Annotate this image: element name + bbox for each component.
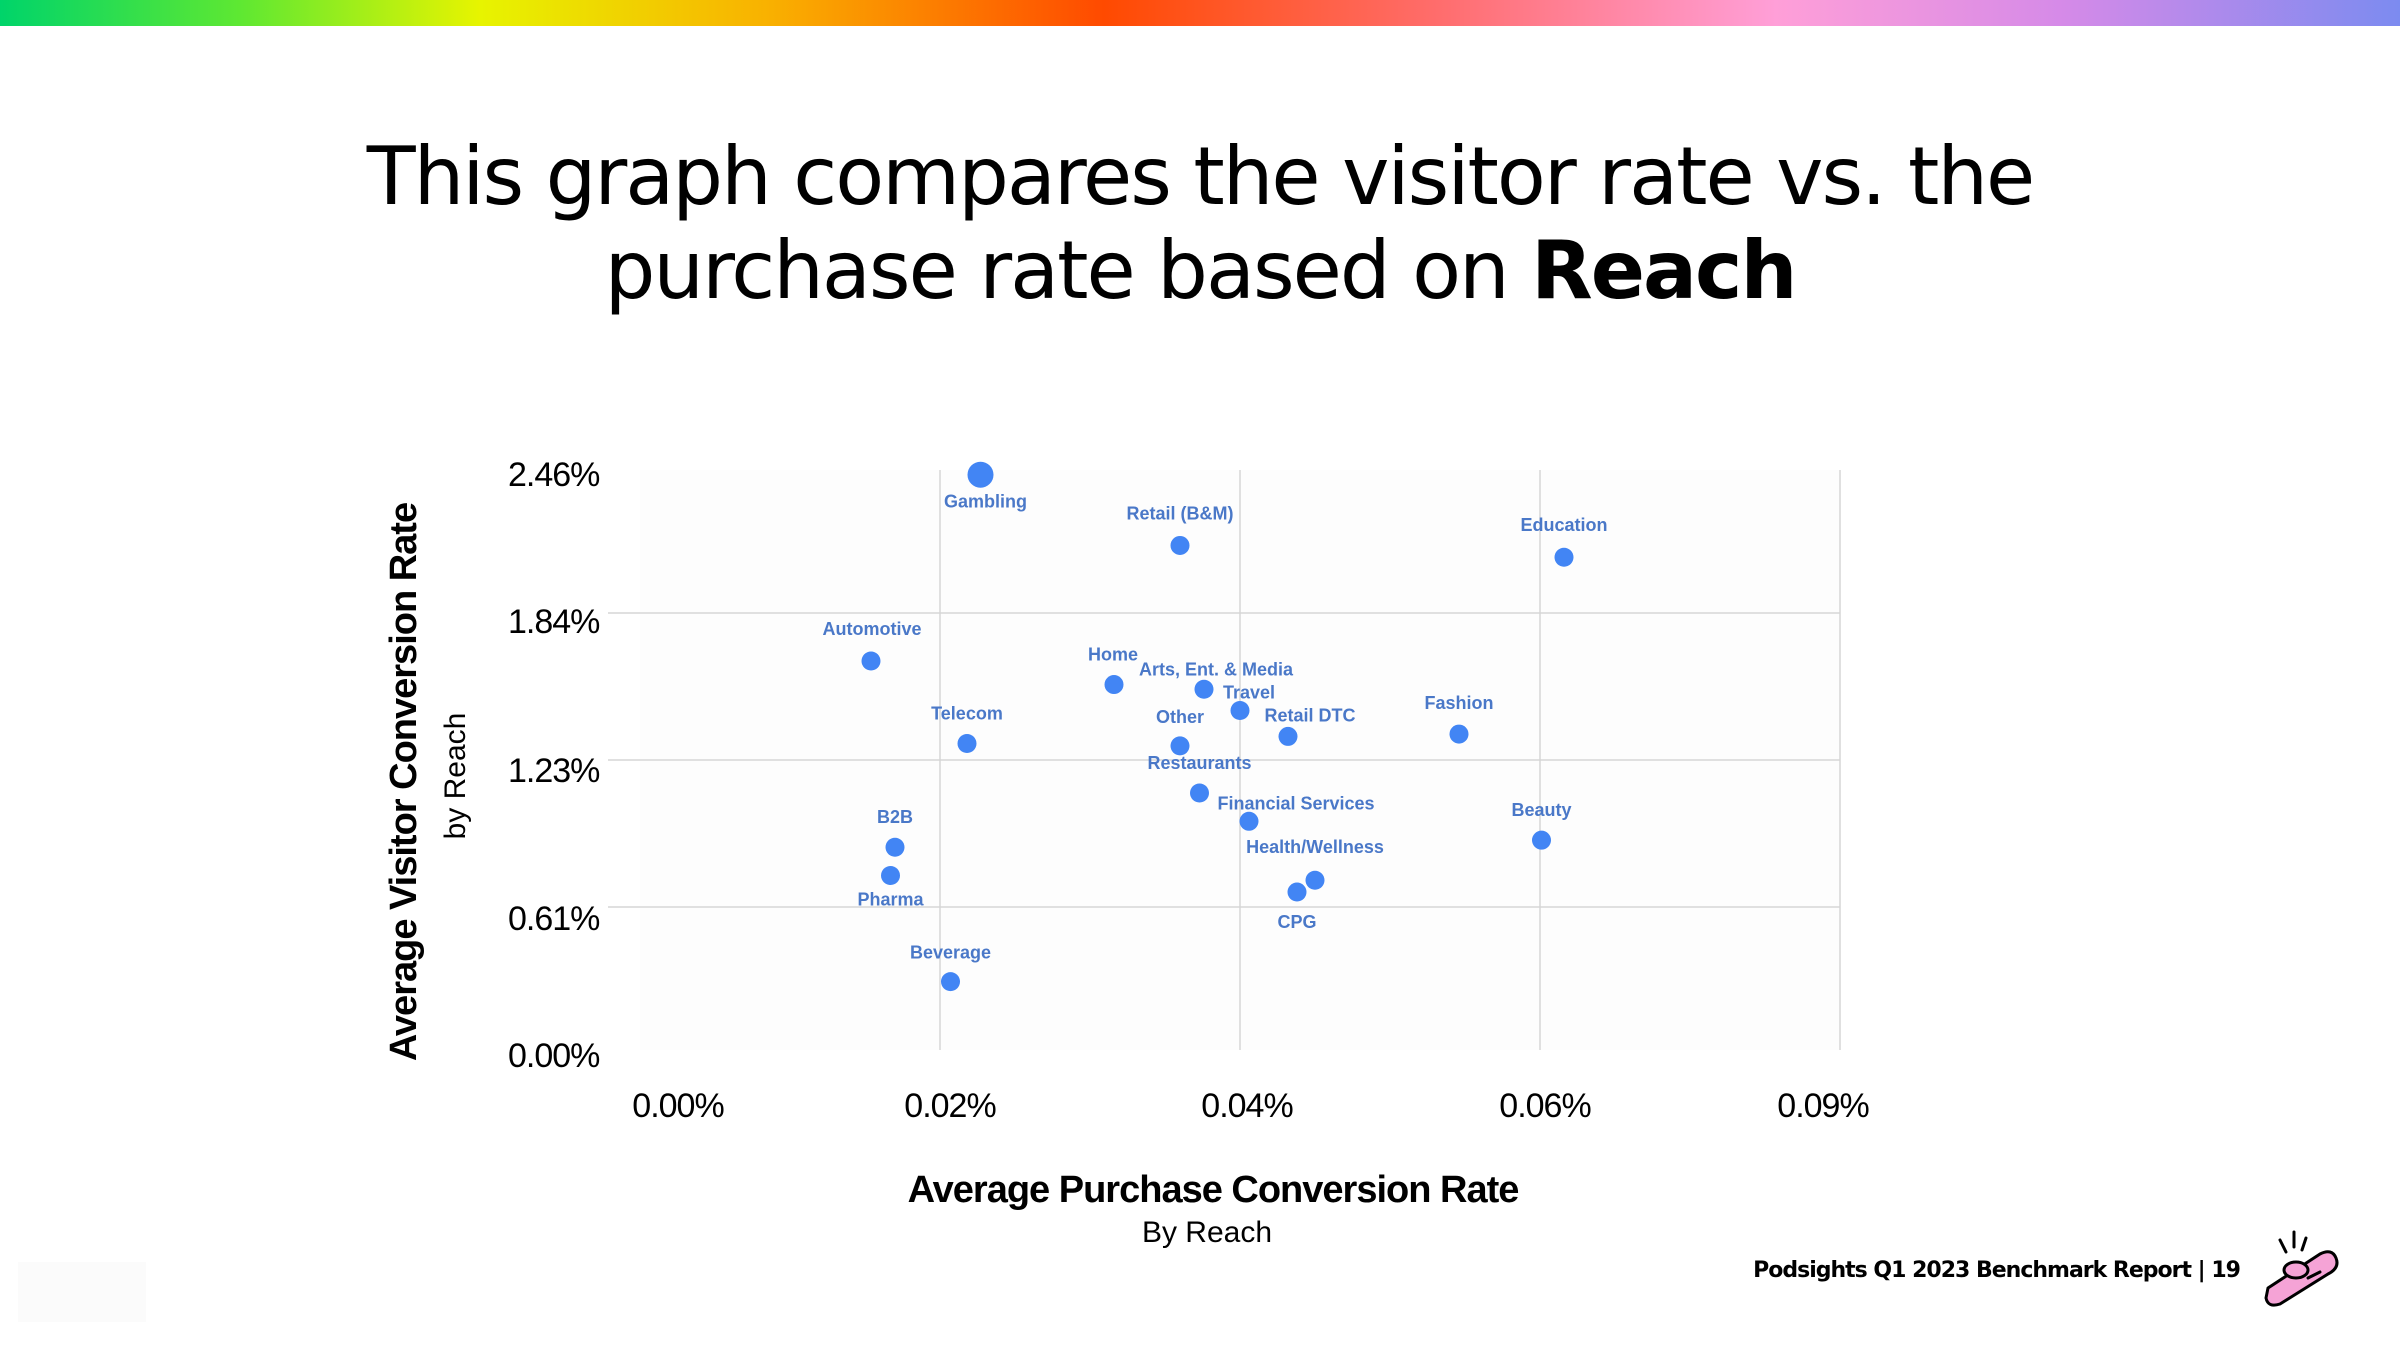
data-label: B2B bbox=[877, 807, 913, 827]
x-axis-ticks: 0.00% 0.02% 0.04% 0.06% 0.09% bbox=[632, 1087, 1870, 1125]
y-tick-label: 2.46% bbox=[508, 456, 600, 494]
y-axis-subtitle: by Reach bbox=[439, 713, 472, 840]
data-label: Beauty bbox=[1511, 800, 1571, 820]
data-point bbox=[1287, 882, 1307, 902]
data-label: Beverage bbox=[910, 943, 991, 963]
data-label: Arts, Ent. & Media bbox=[1139, 659, 1294, 679]
title-line-1: This graph compares the visitor rate vs.… bbox=[366, 130, 2036, 223]
data-label: Retail DTC bbox=[1264, 705, 1355, 725]
data-point bbox=[1554, 547, 1574, 567]
corner-placeholder bbox=[18, 1262, 146, 1322]
data-point bbox=[881, 866, 900, 886]
x-axis-title: Average Purchase Conversion Rate bbox=[908, 1169, 1519, 1211]
title-line-2-prefix: purchase rate based on bbox=[604, 224, 1532, 317]
data-label: Automotive bbox=[823, 619, 922, 639]
data-label: Pharma bbox=[857, 890, 924, 910]
data-point bbox=[1194, 679, 1214, 699]
data-point bbox=[1230, 700, 1250, 720]
data-point bbox=[885, 837, 905, 857]
data-point bbox=[1532, 830, 1551, 850]
y-tick-label: 1.84% bbox=[508, 603, 600, 641]
data-point bbox=[1239, 811, 1259, 831]
footer-report-label: Podsights Q1 2023 Benchmark Report | 19 bbox=[1753, 1258, 2241, 1283]
data-point bbox=[861, 651, 881, 671]
data-points bbox=[861, 461, 1574, 992]
data-point bbox=[1278, 726, 1298, 746]
title-line-2: purchase rate based on Reach bbox=[300, 224, 2100, 318]
data-label: Home bbox=[1088, 645, 1138, 665]
data-label: Gambling bbox=[944, 492, 1027, 512]
data-label: Financial Services bbox=[1217, 793, 1374, 813]
data-point bbox=[1170, 535, 1190, 555]
data-label: Fashion bbox=[1424, 693, 1493, 713]
y-tick-label: 0.61% bbox=[508, 900, 600, 938]
rainbow-header-bar bbox=[0, 0, 2400, 26]
data-point bbox=[1190, 783, 1209, 803]
data-label: Travel bbox=[1223, 682, 1275, 702]
data-label: Education bbox=[1520, 515, 1607, 535]
y-axis-ticks: 0.00% 0.61% 1.23% 1.84% 2.46% bbox=[508, 456, 601, 1075]
data-point bbox=[1104, 675, 1124, 695]
data-label: Health/Wellness bbox=[1246, 837, 1384, 857]
x-axis-subtitle: By Reach bbox=[1142, 1216, 1272, 1249]
data-label: Telecom bbox=[931, 703, 1003, 723]
x-tick-label: 0.00% bbox=[632, 1087, 724, 1125]
y-axis-title: Average Visitor Conversion Rate bbox=[383, 503, 425, 1061]
data-point bbox=[941, 972, 960, 992]
title-line-2-bold: Reach bbox=[1531, 224, 1797, 317]
data-label: Retail (B&M) bbox=[1127, 503, 1234, 523]
data-point bbox=[957, 733, 977, 753]
x-tick-label: 0.02% bbox=[904, 1087, 996, 1125]
data-point bbox=[967, 461, 994, 488]
page-title: This graph compares the visitor rate vs.… bbox=[300, 130, 2100, 318]
grid-lines bbox=[608, 470, 1841, 1050]
data-point bbox=[1305, 870, 1325, 890]
y-tick-label: 0.00% bbox=[508, 1037, 600, 1075]
data-label: CPG bbox=[1277, 912, 1316, 932]
data-label: Restaurants bbox=[1147, 753, 1251, 773]
x-tick-label: 0.04% bbox=[1201, 1087, 1293, 1125]
data-point bbox=[1449, 724, 1469, 744]
data-label: Other bbox=[1156, 707, 1204, 727]
data-point bbox=[1170, 736, 1190, 756]
data-labels: Gambling Retail (B&M) Education Automotive H… bbox=[823, 492, 1608, 963]
mascot-icon bbox=[2264, 1230, 2339, 1307]
x-tick-label: 0.09% bbox=[1777, 1087, 1869, 1125]
y-tick-label: 1.23% bbox=[508, 752, 600, 790]
x-tick-label: 0.06% bbox=[1499, 1087, 1591, 1125]
